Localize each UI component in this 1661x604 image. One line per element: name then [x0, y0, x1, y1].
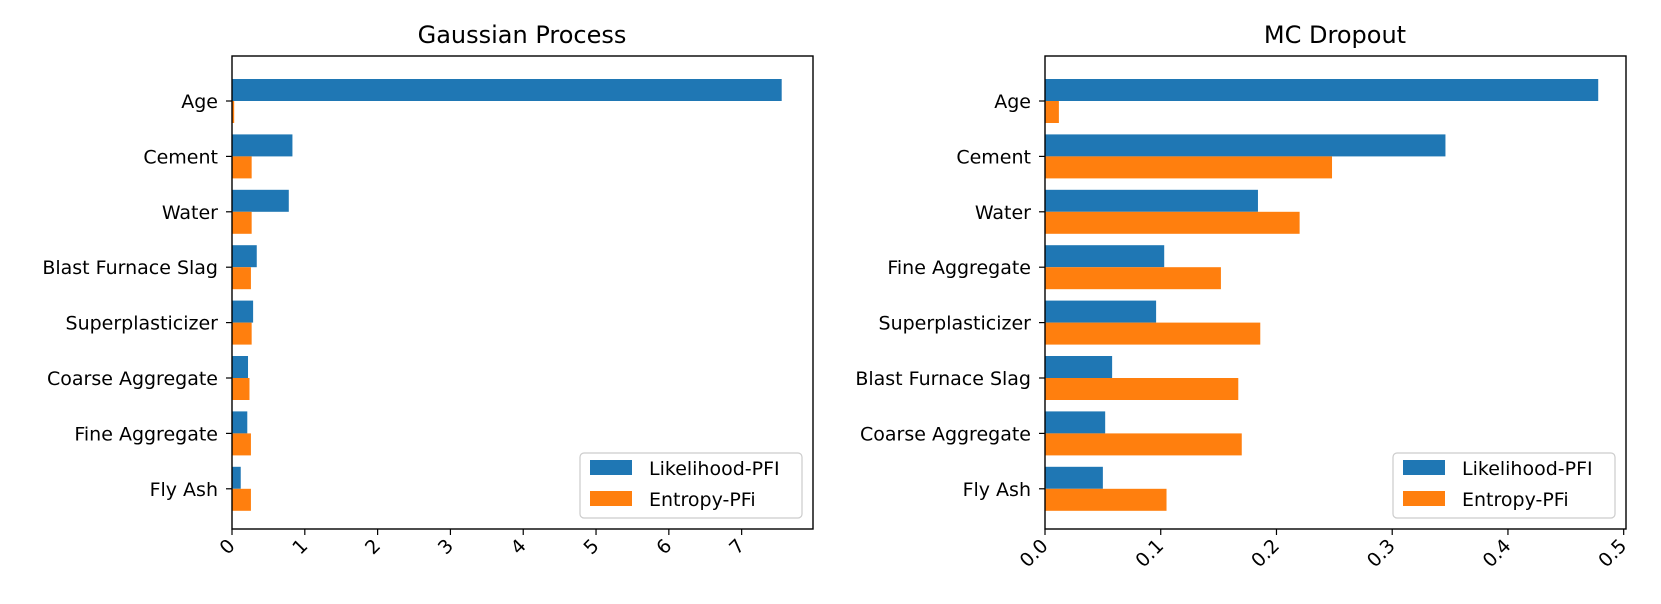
bar-likelihood — [232, 466, 241, 489]
x-tick-label: 0 — [215, 535, 239, 559]
y-tick-label: Blast Furnace Slag — [42, 257, 218, 279]
bar-entropy — [1045, 433, 1242, 456]
bar-likelihood — [232, 356, 249, 378]
chart-mc-dropout: MC Dropout Age Cement Water Fine Aggregate S… — [855, 21, 1631, 572]
legend-swatch-entropy — [1403, 491, 1445, 506]
legend-label-likelihood: Likelihood-PFI — [649, 458, 780, 480]
y-tick-label: Superplasticizer — [879, 313, 1032, 335]
plot-frame — [1044, 55, 1627, 530]
bar-likelihood — [232, 245, 257, 268]
legend: Likelihood-PFI Entropy-PFi — [579, 452, 803, 519]
chart-title: MC Dropout — [1264, 21, 1406, 49]
x-tick-label: 0.3 — [1363, 535, 1400, 572]
x-axis: 0 1 2 3 4 5 6 7 — [215, 529, 749, 559]
bar-entropy — [232, 322, 252, 345]
legend-label-entropy: Entropy-PFi — [1462, 489, 1569, 511]
x-tick-label: 0.2 — [1247, 535, 1284, 572]
legend-box — [1392, 452, 1616, 519]
x-tick-label: 4 — [507, 535, 531, 559]
bar-entropy — [1045, 378, 1239, 400]
legend-swatch-likelihood — [590, 460, 632, 475]
y-tick-label: Cement — [143, 146, 218, 168]
bar-entropy — [232, 488, 251, 511]
bar-entropy — [232, 156, 252, 179]
y-tick-label: Coarse Aggregate — [47, 368, 218, 390]
x-axis: 0.0 0.1 0.2 0.3 0.4 0.5 — [1016, 529, 1631, 572]
bar-likelihood — [1045, 411, 1106, 434]
bar-entropy — [1045, 488, 1167, 511]
y-tick-label: Fine Aggregate — [74, 423, 218, 445]
legend: Likelihood-PFI Entropy-PFi — [1392, 452, 1616, 519]
x-tick-label: 3 — [434, 535, 458, 559]
x-tick-label: 1 — [288, 535, 312, 559]
y-tick-label: Fly Ash — [963, 479, 1031, 501]
x-tick-label: 0.4 — [1479, 535, 1516, 572]
bar-likelihood — [232, 189, 289, 212]
bar-entropy — [232, 433, 251, 456]
legend-swatch-likelihood — [1403, 460, 1445, 475]
x-tick-label: 2 — [361, 535, 385, 559]
y-tick-label: Water — [975, 202, 1031, 224]
bar-entropy — [1045, 322, 1261, 345]
y-tick-label: Age — [994, 91, 1031, 113]
legend-swatch-entropy — [590, 491, 632, 506]
x-tick-label: 0.1 — [1131, 535, 1168, 572]
bar-entropy — [232, 101, 235, 123]
x-tick-label: 5 — [579, 535, 603, 559]
bar-likelihood — [232, 411, 248, 434]
bar-entropy — [1045, 101, 1059, 123]
bar-likelihood — [232, 134, 293, 157]
bar-entropy — [1045, 267, 1221, 290]
chart-gaussian-process: Gaussian Process Age Cement Water Blast Fur… — [42, 21, 814, 559]
bar-likelihood — [1045, 300, 1157, 323]
bar-likelihood — [232, 79, 782, 101]
y-tick-label: Superplasticizer — [66, 313, 219, 335]
bar-likelihood — [1045, 356, 1113, 378]
bar-likelihood — [1045, 189, 1258, 212]
y-tick-label: Water — [162, 202, 218, 224]
bar-entropy — [232, 267, 251, 290]
y-tick-label: Fly Ash — [150, 479, 218, 501]
y-axis: Age Cement Water Blast Furnace Slag Superpla… — [42, 91, 232, 501]
y-tick-label: Coarse Aggregate — [860, 423, 1031, 445]
bars-group — [232, 79, 782, 511]
legend-label-entropy: Entropy-PFi — [649, 489, 756, 511]
bar-entropy — [232, 378, 250, 400]
bar-likelihood — [1045, 245, 1165, 268]
bar-entropy — [1045, 156, 1333, 179]
bar-likelihood — [1045, 79, 1599, 101]
x-tick-label: 6 — [652, 535, 676, 559]
x-tick-label: 0.5 — [1594, 535, 1631, 572]
legend-label-likelihood: Likelihood-PFI — [1462, 458, 1593, 480]
bar-likelihood — [1045, 466, 1103, 489]
plot-frame — [231, 55, 814, 530]
legend-box — [579, 452, 803, 519]
bars-group — [1045, 79, 1599, 511]
y-tick-label: Age — [181, 91, 218, 113]
y-tick-label: Cement — [956, 146, 1031, 168]
bar-entropy — [1045, 211, 1300, 234]
y-axis: Age Cement Water Fine Aggregate Superplastic… — [855, 91, 1045, 501]
y-tick-label: Fine Aggregate — [887, 257, 1031, 279]
bar-likelihood — [1045, 134, 1446, 157]
x-tick-label: 0.0 — [1016, 535, 1053, 572]
chart-title: Gaussian Process — [418, 21, 627, 49]
x-tick-label: 7 — [725, 535, 749, 559]
bar-entropy — [232, 211, 252, 234]
y-tick-label: Blast Furnace Slag — [855, 368, 1031, 390]
bar-likelihood — [232, 300, 254, 323]
